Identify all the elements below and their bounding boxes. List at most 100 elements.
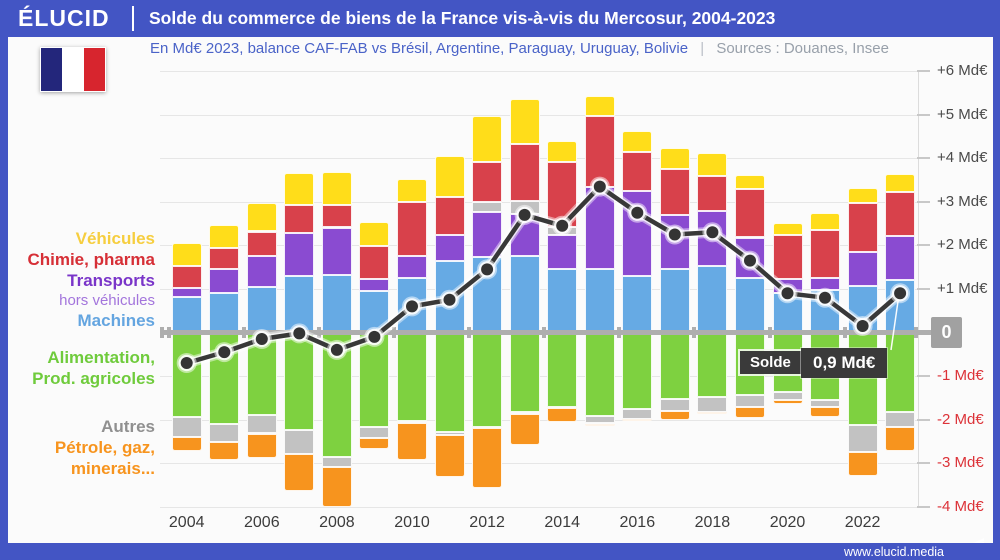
header-divider (132, 6, 134, 31)
x-tick-label: 2014 (544, 514, 580, 531)
y-axis-tick (917, 157, 930, 160)
bar-segment-chimie (171, 265, 202, 288)
bar-segment-machines (659, 269, 690, 333)
bar-segment-autres_neg (772, 391, 803, 400)
bar-segment-alimentation (397, 332, 427, 421)
bar-segment-petrole (284, 454, 315, 491)
bar-segment-chimie (772, 234, 803, 280)
bar-segment-machines (171, 296, 202, 333)
y-axis-tick (917, 113, 930, 116)
bar-segment-petrole (772, 400, 803, 404)
bar-segment-vehicules (284, 173, 315, 205)
solde-value-badge: 0,9 Md€ (801, 348, 888, 378)
bar-segment-alimentation (359, 332, 390, 428)
axis-tick-nub (166, 327, 171, 338)
bar-segment-transports (472, 211, 503, 258)
flag-white-stripe (62, 48, 84, 91)
gridline (160, 463, 918, 465)
bar-segment-vehicules (697, 153, 728, 176)
subtitle-text: En Md€ 2023, balance CAF-FAB vs Brésil, … (150, 40, 689, 57)
bar-segment-chimie (622, 152, 653, 192)
bar-segment-transports (772, 279, 803, 293)
bar-segment-machines (697, 266, 728, 333)
y-tick-label: +4 Md€ (937, 149, 988, 167)
bar-segment-autres_neg (697, 397, 728, 412)
bar-segment-transports (509, 214, 540, 257)
bar-segment-petrole (472, 428, 503, 488)
footer-bar: www.elucid.media (0, 543, 1000, 560)
bar-segment-petrole (622, 418, 653, 421)
bar-segment-vehicules (472, 116, 503, 162)
bar-segment-petrole (735, 407, 765, 418)
bar-segment-autres_pos (547, 227, 578, 235)
legend-item: Véhicules (75, 229, 155, 248)
bar-segment-machines (622, 276, 653, 333)
bar-segment-machines (359, 291, 390, 333)
header-bar: ÉLUCID Solde du commerce de biens de la … (0, 0, 1000, 37)
bar-segment-transports (659, 215, 690, 270)
bar-segment-vehicules (735, 174, 765, 190)
x-tick-label: 2020 (769, 514, 806, 531)
bar-segment-vehicules (509, 99, 540, 144)
bar-segment-petrole (209, 442, 240, 461)
bar-segment-transports (209, 268, 240, 293)
bar-segment-alimentation (622, 332, 653, 409)
france-flag-icon (40, 47, 106, 92)
bar-segment-transports (697, 211, 728, 267)
y-axis-zero-badge: 0 (931, 317, 962, 348)
bar-segment-vehicules (810, 213, 840, 231)
bar-segment-alimentation (584, 332, 615, 417)
bar-segment-alimentation (171, 332, 202, 417)
bar-segment-transports (584, 186, 615, 270)
bar-segment-transports (735, 237, 765, 279)
bar-segment-transports (359, 278, 390, 292)
bar-segment-machines (847, 286, 878, 333)
bar-segment-chimie (885, 192, 916, 236)
x-tick-label: 2004 (168, 514, 205, 531)
bar-segment-alimentation (284, 332, 315, 430)
axis-tick-nub (241, 327, 246, 338)
y-axis-tick (917, 375, 930, 378)
bar-segment-transports (434, 235, 465, 262)
y-tick-label: -1 Md€ (937, 367, 984, 385)
bar-segment-alimentation (509, 332, 540, 412)
website-url: www.elucid.media (843, 545, 944, 559)
bar-segment-autres_pos (472, 202, 503, 212)
bar-segment-machines (246, 287, 277, 333)
bar-segment-petrole (246, 433, 277, 458)
x-tick-label: 2012 (469, 514, 505, 531)
bar-segment-vehicules (847, 187, 878, 204)
bar-segment-vehicules (209, 225, 240, 248)
bar-segment-chimie (509, 143, 540, 201)
bar-segment-petrole (321, 467, 352, 507)
bar-segment-transports (847, 251, 878, 287)
bar-segment-chimie (810, 230, 840, 279)
x-tick-label: 2016 (619, 514, 656, 531)
y-tick-label: +1 Md€ (937, 279, 988, 297)
bar-segment-autres_neg (659, 398, 690, 411)
y-axis-tick (917, 505, 930, 508)
bar-segment-petrole (547, 408, 578, 422)
bar-segment-autres_neg (584, 416, 615, 424)
y-axis-tick (917, 244, 930, 247)
bar-segment-machines (284, 276, 315, 333)
bar-segment-chimie (284, 204, 315, 233)
bar-segment-vehicules (321, 172, 352, 205)
axis-tick-nub (692, 327, 697, 338)
bar-segment-petrole (509, 413, 540, 446)
bar-segment-autres_neg (434, 432, 465, 436)
bar-segment-chimie (547, 161, 578, 228)
bar-segment-chimie (697, 175, 728, 212)
bar-segment-machines (735, 278, 765, 333)
axis-tick-nub (767, 327, 772, 338)
bar-segment-petrole (885, 427, 916, 451)
bar-segment-chimie (584, 115, 615, 187)
bar-segment-alimentation (547, 332, 578, 407)
bar-segment-transports (885, 235, 916, 280)
legend-item: Transports (67, 271, 155, 290)
bar-segment-vehicules (772, 222, 803, 235)
flag-blue-stripe (41, 48, 63, 91)
frame-left-border (0, 0, 8, 560)
bar-segment-transports (547, 234, 578, 269)
page-title: Solde du commerce de biens de la France … (149, 8, 776, 28)
